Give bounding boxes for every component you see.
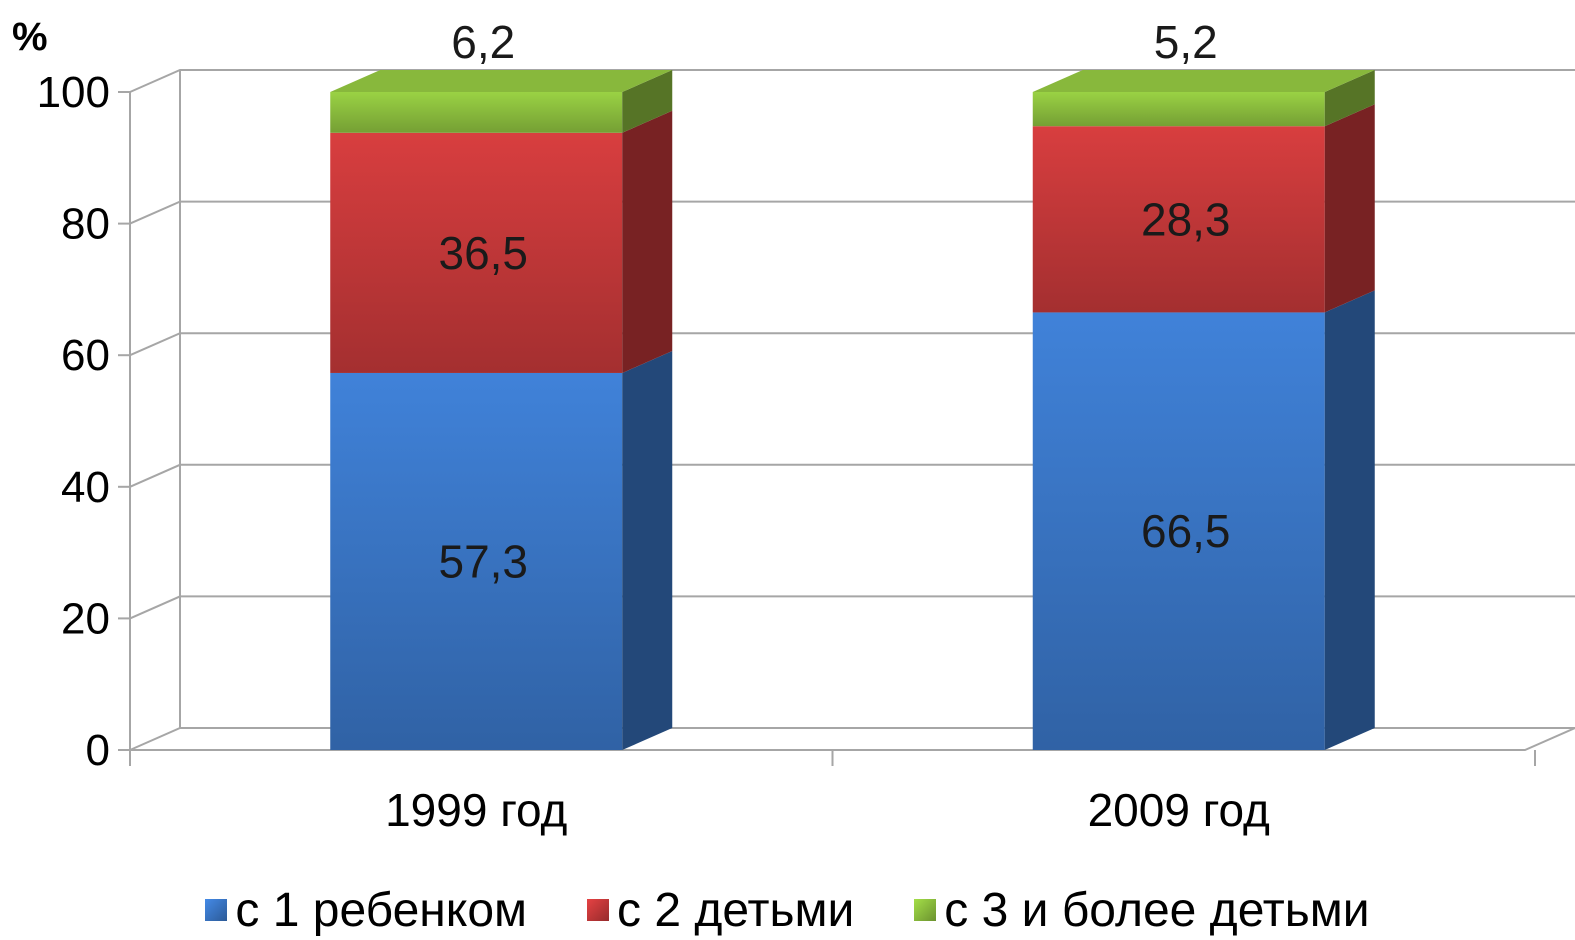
data-label: 28,3 — [1141, 193, 1231, 245]
y-tick-label: 80 — [61, 200, 110, 249]
data-label: 57,3 — [438, 535, 528, 587]
y-axis-unit-label: % — [12, 15, 48, 59]
bar-segment-side — [622, 110, 673, 373]
legend-swatch — [587, 899, 610, 921]
bar-segment-side — [1324, 290, 1375, 750]
bars — [330, 70, 1375, 750]
bar-segment-side — [1324, 70, 1375, 127]
bar-top — [1032, 70, 1375, 92]
x-category-label: 1999 год — [385, 784, 567, 836]
legend-label: с 3 и более детьми — [944, 883, 1370, 937]
data-labels: 57,3 36,5 6,2 66,5 28,3 5,2 — [438, 16, 1230, 587]
data-label: 36,5 — [438, 227, 528, 279]
y-tick-label: 20 — [61, 594, 110, 643]
bar-stack — [330, 70, 673, 750]
y-tick-label: 40 — [61, 463, 110, 512]
legend-swatch — [205, 899, 228, 921]
bar-segment — [330, 92, 623, 133]
bar-segment — [330, 132, 623, 373]
bar-stack — [1032, 70, 1375, 750]
legend-item: с 1 ребенком — [205, 883, 527, 938]
legend: с 1 ребенком с 2 детьми с 3 и более детьми — [0, 880, 1575, 940]
legend-item: с 2 детьми — [587, 883, 854, 938]
bar-top — [330, 70, 673, 92]
bar-segment — [1032, 92, 1325, 127]
y-tick-label: 60 — [61, 331, 110, 380]
bar-segment — [330, 372, 623, 750]
legend-label: с 2 детьми — [617, 883, 855, 937]
x-axis-labels: 1999 год 2009 год — [129, 750, 1536, 836]
y-axis-ticks: 0 20 40 60 80 100 — [37, 68, 130, 775]
y-tick-label: 0 — [86, 726, 110, 775]
legend-swatch — [914, 899, 937, 921]
bar-segment — [1032, 312, 1325, 750]
bar-segment — [1032, 126, 1325, 313]
data-label: 6,2 — [451, 16, 515, 68]
data-label: 66,5 — [1141, 505, 1231, 557]
bar-segment-side — [1324, 104, 1375, 313]
data-label: 5,2 — [1154, 16, 1218, 68]
y-tick-label: 100 — [37, 68, 110, 117]
legend-label: с 1 ребенком — [235, 883, 528, 937]
x-category-label: 2009 год — [1088, 784, 1270, 836]
bar-segment-side — [622, 350, 673, 750]
legend-item: с 3 и более детьми — [914, 883, 1370, 938]
bar-segment-side — [622, 70, 673, 133]
